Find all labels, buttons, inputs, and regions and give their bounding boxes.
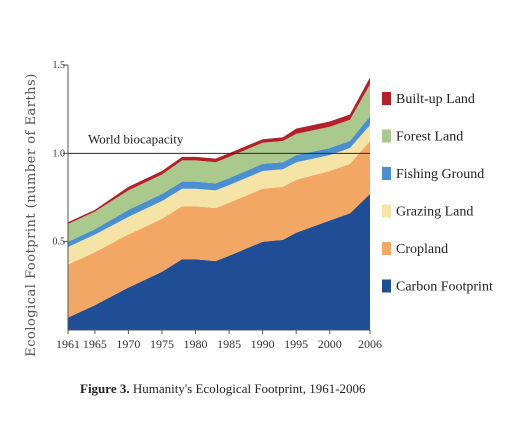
x-ticks: 1961 1965 1970 1975 1980 1985 1990 1995 2000 2006 (56, 330, 382, 351)
legend-swatch-cropland (382, 242, 391, 255)
y-tick-label: 1.0 (53, 148, 66, 159)
legend-label-forest-land: Forest Land (396, 130, 463, 145)
legend-label-grazing-land: Grazing Land (396, 205, 473, 220)
caption-label: Figure 3. (80, 381, 130, 396)
area-carbon-footprint (68, 194, 370, 330)
legend-label-built-up-land: Built-up Land (396, 92, 475, 107)
x-tick-label: 1990 (251, 337, 275, 351)
x-tick-label: 1995 (284, 337, 308, 351)
legend-swatch-carbon-footprint (382, 279, 391, 293)
legend: Built-up Land Forest Land Fishing Ground Gr… (382, 92, 493, 295)
legend-label-fishing-ground: Fishing Ground (396, 167, 484, 182)
y-axis-label: Ecological Footprint (number of Earths) (24, 73, 39, 357)
biocapacity-label: World biocapacity (88, 131, 184, 146)
legend-label-carbon-footprint: Carbon Footprint (396, 280, 493, 295)
y-tick-label: 0.5 (53, 237, 66, 248)
legend-label-cropland: Cropland (396, 242, 448, 257)
area-grazing-land (68, 125, 370, 265)
x-tick-label: 1965 (83, 337, 107, 351)
axes (67, 65, 370, 331)
x-tick-label: 1980 (184, 337, 208, 351)
x-tick-label: 2000 (318, 337, 342, 351)
area-layers (68, 77, 370, 330)
x-tick-label: 2006 (358, 337, 382, 351)
y-tick-label: 1.5 (53, 60, 66, 71)
area-cropland (68, 141, 370, 318)
x-tick-label: 1985 (217, 337, 241, 351)
legend-swatch-forest-land (382, 129, 391, 143)
area-forest-land (68, 84, 370, 242)
y-ticks: 0.5 1.0 1.5 (53, 60, 68, 248)
legend-swatch-built-up-land (382, 92, 391, 105)
area-built-up-land (68, 77, 370, 225)
x-tick-label: 1961 (56, 337, 80, 351)
legend-swatch-fishing-ground (382, 167, 391, 180)
legend-swatch-grazing-land (382, 204, 391, 218)
x-tick-label: 1975 (150, 337, 174, 351)
caption-text: Humanity's Ecological Footprint, 1961-20… (132, 381, 366, 396)
x-tick-label: 1970 (116, 337, 140, 351)
figure-caption: Figure 3. Humanity's Ecological Footprin… (80, 381, 400, 397)
biocapacity-reference: World biocapacity (68, 131, 370, 154)
